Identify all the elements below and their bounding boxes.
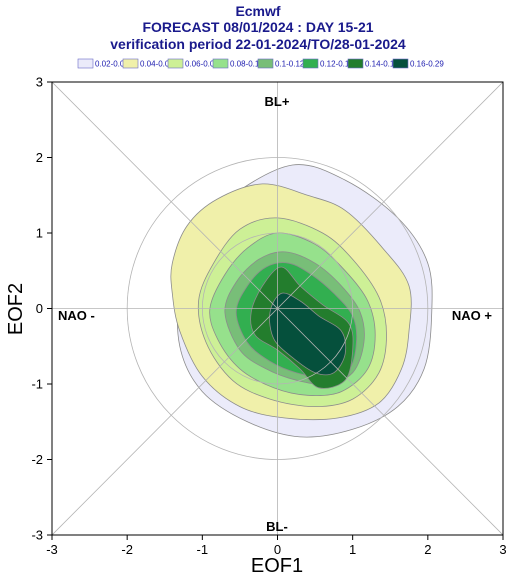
x-tick-label-4: 1 [349,542,356,557]
nao-minus-label: NAO - [58,308,95,323]
x-tick-label-1: -2 [121,542,133,557]
y-axis-title: EOF2 [5,283,27,335]
x-axis-title: EOF1 [251,555,303,577]
legend-label-7: 0.16-0.29 [410,60,444,69]
grid-diagonal-2 [52,82,503,535]
y-tick-label-1: -2 [31,452,43,467]
x-tick-label-5: 2 [424,542,431,557]
x-tick-label-6: 3 [499,542,506,557]
legend: 0.02-0.04 0.04-0.06 0.06-0.08 0.08-0.1 0.1-0… [77,58,444,69]
legend-label-0: 0.02-0.04 [95,60,129,69]
y-tick-label-3: 0 [36,301,43,316]
legend-swatch-3 [212,58,229,69]
legend-label-5: 0.12-0.14 [320,60,354,69]
legend-swatch-4 [257,58,274,69]
x-tick-label-0: -3 [46,542,58,557]
legend-swatch-6 [347,58,364,69]
chart-title-line2: FORECAST 08/01/2024 : DAY 15-21 [142,19,374,35]
bl-plus-label: BL+ [265,94,290,109]
legend-label-3: 0.08-0.1 [230,60,260,69]
contour-layer [170,164,433,438]
legend-label-1: 0.04-0.06 [140,60,174,69]
grid-circle-0 [201,232,354,385]
bl-minus-label: BL- [266,519,288,534]
legend-swatch-1 [122,58,139,69]
y-tick-label-2: -1 [31,377,43,392]
chart-title-line1: Ecmwf [235,3,281,19]
legend-label-2: 0.06-0.08 [185,60,219,69]
legend-label-4: 0.1-0.12 [275,60,305,69]
legend-swatch-7 [392,58,409,69]
contour-region-7 [269,292,347,376]
legend-swatch-2 [167,58,184,69]
x-tick-label-2: -1 [197,542,209,557]
y-tick-label-4: 1 [36,226,43,241]
x-tick-label-3: 0 [274,542,281,557]
grid-circle-1 [126,157,429,460]
y-tick-label-6: 3 [36,75,43,90]
legend-swatch-0 [77,58,94,69]
chart-title-line3: verification period 22-01-2024/TO/28-01-… [110,36,406,52]
legend-swatch-5 [302,58,319,69]
y-tick-label-0: -3 [31,528,43,543]
grid-layer [52,82,503,535]
legend-label-6: 0.14-0.16 [365,60,399,69]
nao-plus-label: NAO + [452,308,493,323]
y-tick-label-5: 2 [36,150,43,165]
axis-ticks: -3 -2 -1 0 1 2 3 -3 -2 -1 0 1 2 3 [31,75,506,558]
